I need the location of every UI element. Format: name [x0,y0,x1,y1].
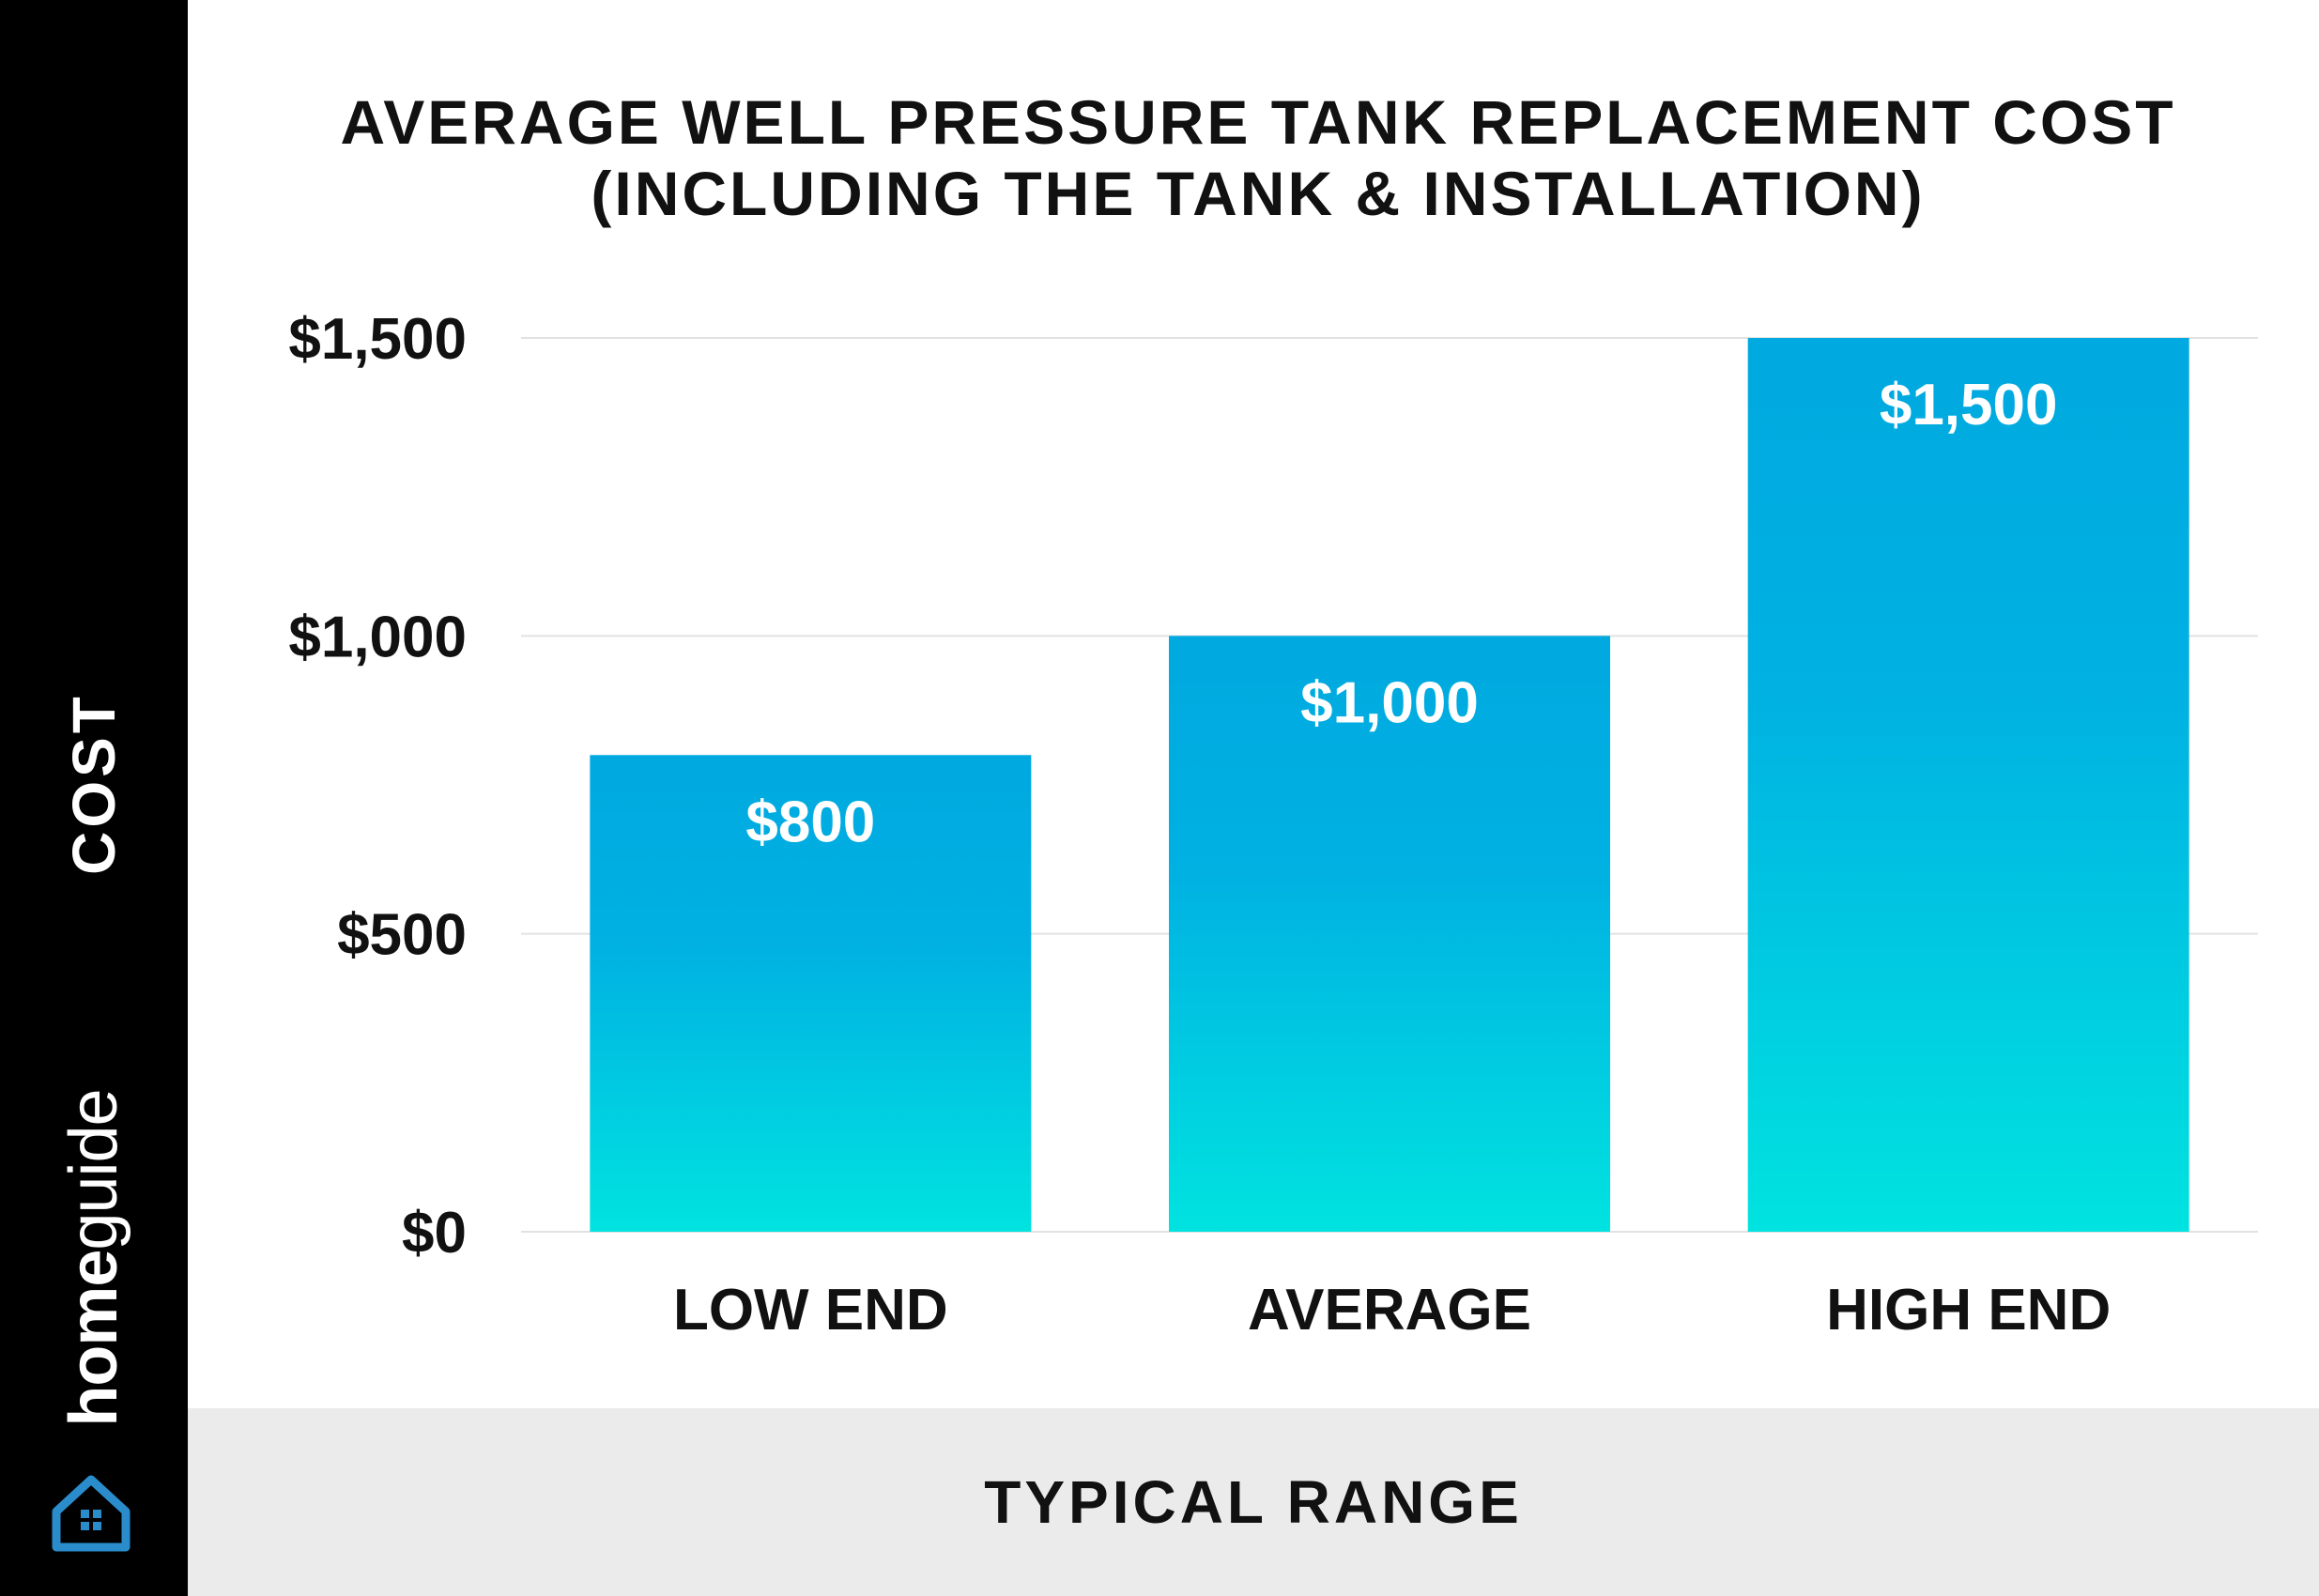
x-axis-title-band: TYPICAL RANGE [188,1408,2319,1596]
bar-value-label: $1,500 [1880,373,2058,437]
bar-value-label: $1,000 [1300,670,1479,735]
chart-title-line-1: AVERAGE WELL PRESSURE TANK REPLACEMENT C… [340,87,2176,157]
x-axis-title: TYPICAL RANGE [984,1468,1523,1536]
y-tick-label: $0 [402,1201,467,1266]
bar [1169,636,1610,1232]
y-tick-label: $1,000 [288,605,467,669]
bar-value-label: $800 [745,790,875,854]
chart-title: AVERAGE WELL PRESSURE TANK REPLACEMENT C… [319,86,2197,229]
bar [590,755,1032,1232]
chart-title-line-2: (INCLUDING THE TANK & INSTALLATION) [591,159,1926,228]
x-tick-label: HIGH END [1826,1278,2111,1343]
bar [1747,338,2189,1232]
x-tick-label: LOW END [673,1278,948,1343]
y-tick-label: $500 [337,903,467,968]
sidebar: COST homeguide [0,0,188,1596]
x-tick-label: AVERAGE [1248,1278,1531,1343]
house-icon [52,1475,131,1552]
bar-chart: $0 $500 $1,000 $1,500 $800 LOW END $1,000 AVERA… [288,307,2258,1343]
y-tick-label: $1,500 [288,307,467,372]
